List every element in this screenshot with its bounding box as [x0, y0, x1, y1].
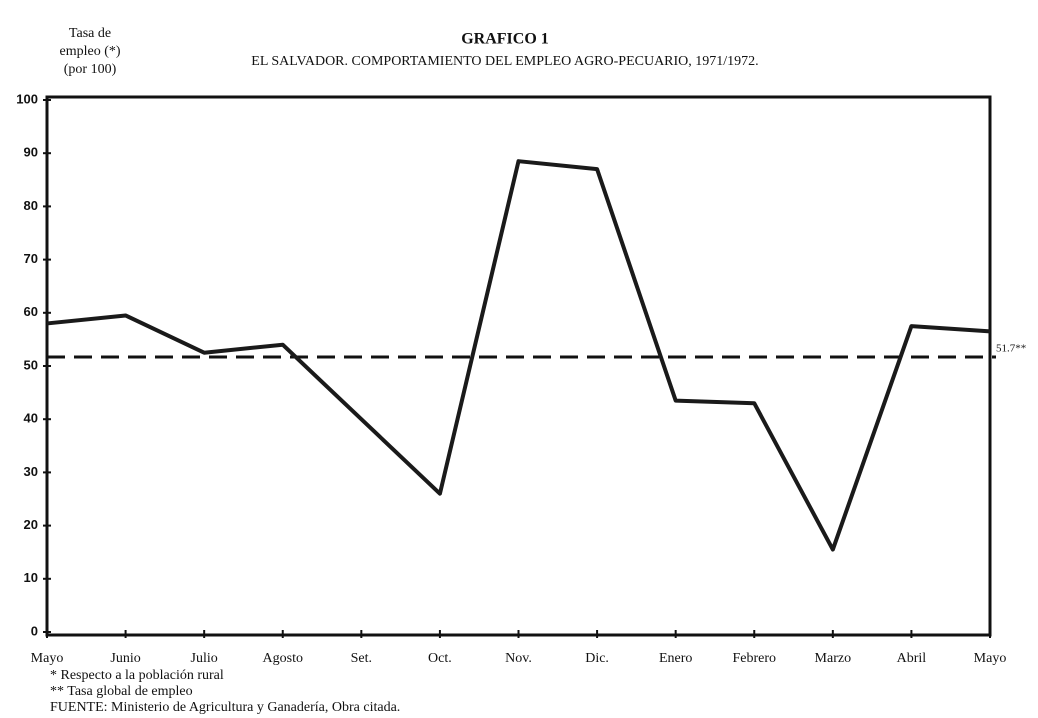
x-tick-label: Nov.: [505, 651, 532, 666]
x-tick-label: Agosto: [263, 651, 303, 666]
y-tick-label: 80: [24, 198, 38, 213]
y-tick-label: 90: [24, 145, 38, 160]
y-tick-label: 100: [16, 91, 38, 106]
x-tick-label: Dic.: [585, 651, 609, 666]
x-tick-label: Enero: [659, 651, 692, 666]
chart-subtitle: EL SALVADOR. COMPORTAMIENTO DEL EMPLEO A…: [251, 54, 758, 69]
background: [0, 0, 1038, 718]
footnote: ** Tasa global de empleo: [50, 684, 193, 699]
x-tick-label: Mayo: [974, 651, 1007, 666]
reference-label: 51.7**: [996, 342, 1026, 354]
x-tick-label: Mayo: [31, 651, 64, 666]
x-tick-label: Junio: [110, 651, 140, 666]
y-tick-label: 30: [24, 464, 38, 479]
y-tick-label: 20: [24, 517, 38, 532]
x-tick-label: Febrero: [732, 651, 776, 666]
y-tick-label: 60: [24, 304, 38, 319]
footnote: * Respecto a la población rural: [50, 668, 224, 683]
x-tick-label: Abril: [897, 651, 927, 666]
y-tick-label: 10: [24, 570, 38, 585]
y-axis-label: empleo (*): [59, 44, 120, 59]
y-axis-label: (por 100): [64, 62, 117, 77]
x-tick-label: Set.: [351, 651, 372, 666]
footnote: FUENTE: Ministerio de Agricultura y Gana…: [50, 700, 400, 715]
chart-title: GRAFICO 1: [461, 31, 549, 48]
chart: GRAFICO 1 EL SALVADOR. COMPORTAMIENTO DE…: [0, 0, 1038, 718]
y-axis-label: Tasa de: [69, 26, 111, 41]
y-tick-label: 0: [31, 623, 38, 638]
x-tick-label: Oct.: [428, 651, 452, 666]
y-tick-label: 70: [24, 251, 38, 266]
y-tick-label: 50: [24, 357, 38, 372]
x-tick-label: Marzo: [815, 651, 852, 666]
x-tick-label: Julio: [191, 651, 218, 666]
y-tick-label: 40: [24, 411, 38, 426]
